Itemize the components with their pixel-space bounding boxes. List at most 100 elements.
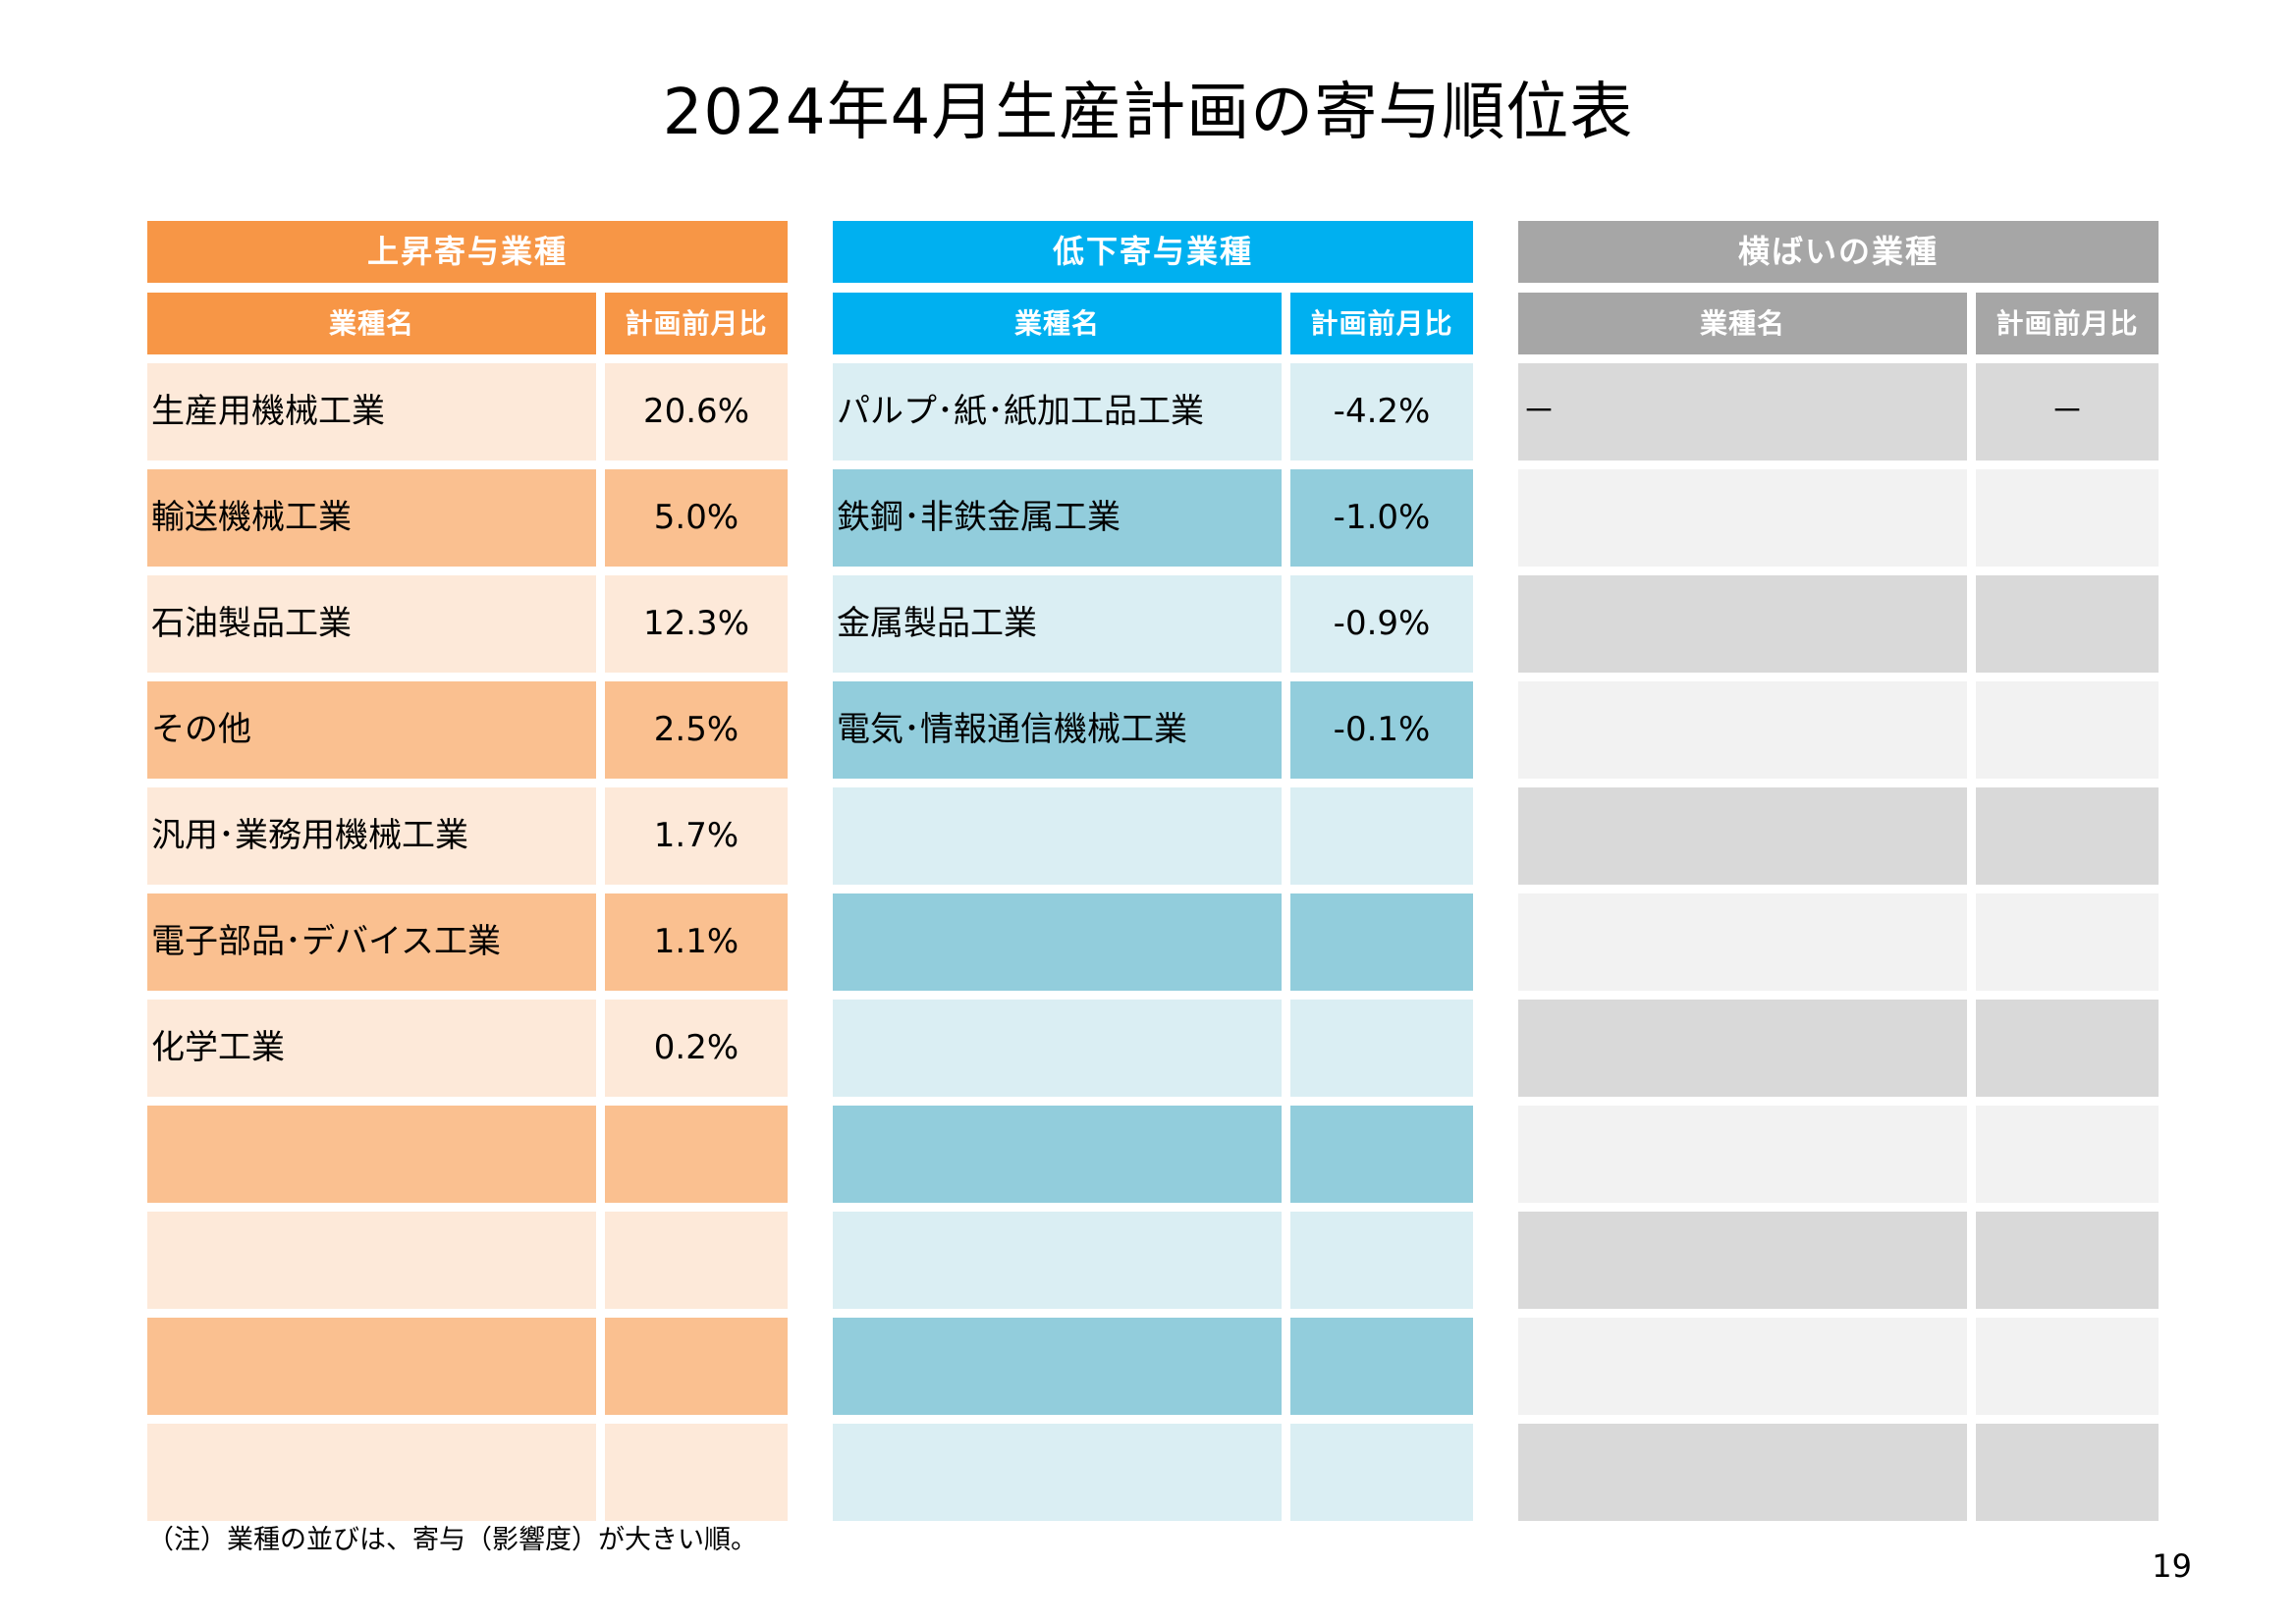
up-change-value-cell: [605, 1106, 788, 1203]
table-row: [1518, 1318, 2159, 1415]
down-industry-name-cell: 鉄鋼･非鉄金属工業: [833, 469, 1282, 567]
flat-change-value-cell: [1976, 787, 2159, 885]
up-change-value-cell: 2.5%: [605, 681, 788, 779]
up-change-value-cell: 12.3%: [605, 575, 788, 673]
flat-change-value-cell: －: [1976, 363, 2159, 460]
up-section: 上昇寄与業種 業種名 計画前月比 生産用機械工業 20.6% 輸送機械工業 5.0% 石…: [147, 221, 788, 1530]
up-change-value-cell: [605, 1212, 788, 1309]
table-row: [147, 1318, 788, 1415]
down-section-header: 低下寄与業種: [833, 221, 1473, 283]
table-row: 石油製品工業 12.3%: [147, 575, 788, 673]
table-row: 電子部品･デバイス工業 1.1%: [147, 893, 788, 991]
flat-industry-name-cell: [1518, 1000, 1967, 1097]
table-row: 鉄鋼･非鉄金属工業 -1.0%: [833, 469, 1473, 567]
table-row: 金属製品工業 -0.9%: [833, 575, 1473, 673]
up-change-value-cell: [605, 1424, 788, 1521]
table-row: [833, 1000, 1473, 1097]
up-industry-name-cell: 汎用･業務用機械工業: [147, 787, 596, 885]
down-change-value-cell: [1290, 1000, 1473, 1097]
down-industry-name-cell: [833, 1318, 1282, 1415]
down-change-value-cell: -4.2%: [1290, 363, 1473, 460]
table-row: [833, 1212, 1473, 1309]
flat-rows: －－: [1518, 363, 2159, 1521]
down-change-value-cell: -0.9%: [1290, 575, 1473, 673]
page-title: 2024年4月生産計画の寄与順位表: [662, 77, 1634, 149]
down-change-value-cell: -0.1%: [1290, 681, 1473, 779]
up-change-value-cell: 20.6%: [605, 363, 788, 460]
up-change-value-cell: [605, 1318, 788, 1415]
table-row: [147, 1424, 788, 1521]
flat-industry-name-cell: [1518, 893, 1967, 991]
table-row: [1518, 1000, 2159, 1097]
table-row: 汎用･業務用機械工業 1.7%: [147, 787, 788, 885]
flat-change-value-cell: [1976, 681, 2159, 779]
up-industry-name-cell: [147, 1318, 596, 1415]
flat-change-value-cell: [1976, 575, 2159, 673]
up-change-value-cell: 0.2%: [605, 1000, 788, 1097]
table-row: [833, 1106, 1473, 1203]
table-row: [833, 787, 1473, 885]
flat-change-value-cell: [1976, 469, 2159, 567]
down-col-value-header: 計画前月比: [1290, 293, 1473, 354]
down-industry-name-cell: パルプ･紙･紙加工品工業: [833, 363, 1282, 460]
up-industry-name-cell: [147, 1106, 596, 1203]
flat-section: 横ばいの業種 業種名 計画前月比 －－: [1518, 221, 2159, 1530]
flat-change-value-cell: [1976, 1000, 2159, 1097]
down-change-value-cell: -1.0%: [1290, 469, 1473, 567]
flat-change-value-cell: [1976, 1106, 2159, 1203]
down-industry-name-cell: [833, 893, 1282, 991]
up-industry-name-cell: 電子部品･デバイス工業: [147, 893, 596, 991]
up-industry-name-cell: その他: [147, 681, 596, 779]
down-change-value-cell: [1290, 1106, 1473, 1203]
flat-change-value-cell: [1976, 1424, 2159, 1521]
table-row: パルプ･紙･紙加工品工業 -4.2%: [833, 363, 1473, 460]
flat-industry-name-cell: [1518, 1212, 1967, 1309]
table-row: [1518, 893, 2159, 991]
down-industry-name-cell: [833, 787, 1282, 885]
table-row: [1518, 469, 2159, 567]
down-industry-name-cell: 電気･情報通信機械工業: [833, 681, 1282, 779]
down-section: 低下寄与業種 業種名 計画前月比 パルプ･紙･紙加工品工業 -4.2% 鉄鋼･非鉄金…: [833, 221, 1473, 1530]
up-section-header: 上昇寄与業種: [147, 221, 788, 283]
table-row: [1518, 1212, 2159, 1309]
flat-industry-name-cell: [1518, 787, 1967, 885]
down-change-value-cell: [1290, 1212, 1473, 1309]
flat-industry-name-cell: [1518, 1318, 1967, 1415]
table-row: 輸送機械工業 5.0%: [147, 469, 788, 567]
flat-industry-name-cell: [1518, 469, 1967, 567]
up-change-value-cell: 5.0%: [605, 469, 788, 567]
down-industry-name-cell: 金属製品工業: [833, 575, 1282, 673]
down-change-value-cell: [1290, 787, 1473, 885]
down-rows: パルプ･紙･紙加工品工業 -4.2% 鉄鋼･非鉄金属工業 -1.0% 金属製品工業 -0.…: [833, 363, 1473, 1521]
table-row: その他 2.5%: [147, 681, 788, 779]
table-row: 電気･情報通信機械工業 -0.1%: [833, 681, 1473, 779]
table-row: －－: [1518, 363, 2159, 460]
table-row: [833, 1424, 1473, 1521]
table-row: [1518, 575, 2159, 673]
down-change-value-cell: [1290, 1424, 1473, 1521]
down-column-header: 業種名 計画前月比: [833, 293, 1473, 354]
up-industry-name-cell: [147, 1212, 596, 1309]
up-col-value-header: 計画前月比: [605, 293, 788, 354]
flat-col-value-header: 計画前月比: [1976, 293, 2159, 354]
down-industry-name-cell: [833, 1424, 1282, 1521]
table-row: [1518, 681, 2159, 779]
table-row: 生産用機械工業 20.6%: [147, 363, 788, 460]
flat-change-value-cell: [1976, 1212, 2159, 1309]
table-row: [147, 1106, 788, 1203]
table-row: [1518, 1424, 2159, 1521]
down-industry-name-cell: [833, 1000, 1282, 1097]
down-col-name-header: 業種名: [833, 293, 1282, 354]
down-industry-name-cell: [833, 1212, 1282, 1309]
flat-industry-name-cell: －: [1518, 363, 1967, 460]
page-number: 19: [2152, 1547, 2192, 1585]
down-change-value-cell: [1290, 893, 1473, 991]
table-row: [833, 1318, 1473, 1415]
flat-section-header: 横ばいの業種: [1518, 221, 2159, 283]
down-change-value-cell: [1290, 1318, 1473, 1415]
flat-col-name-header: 業種名: [1518, 293, 1967, 354]
flat-column-header: 業種名 計画前月比: [1518, 293, 2159, 354]
flat-industry-name-cell: [1518, 1106, 1967, 1203]
up-industry-name-cell: 生産用機械工業: [147, 363, 596, 460]
table-row: [1518, 787, 2159, 885]
